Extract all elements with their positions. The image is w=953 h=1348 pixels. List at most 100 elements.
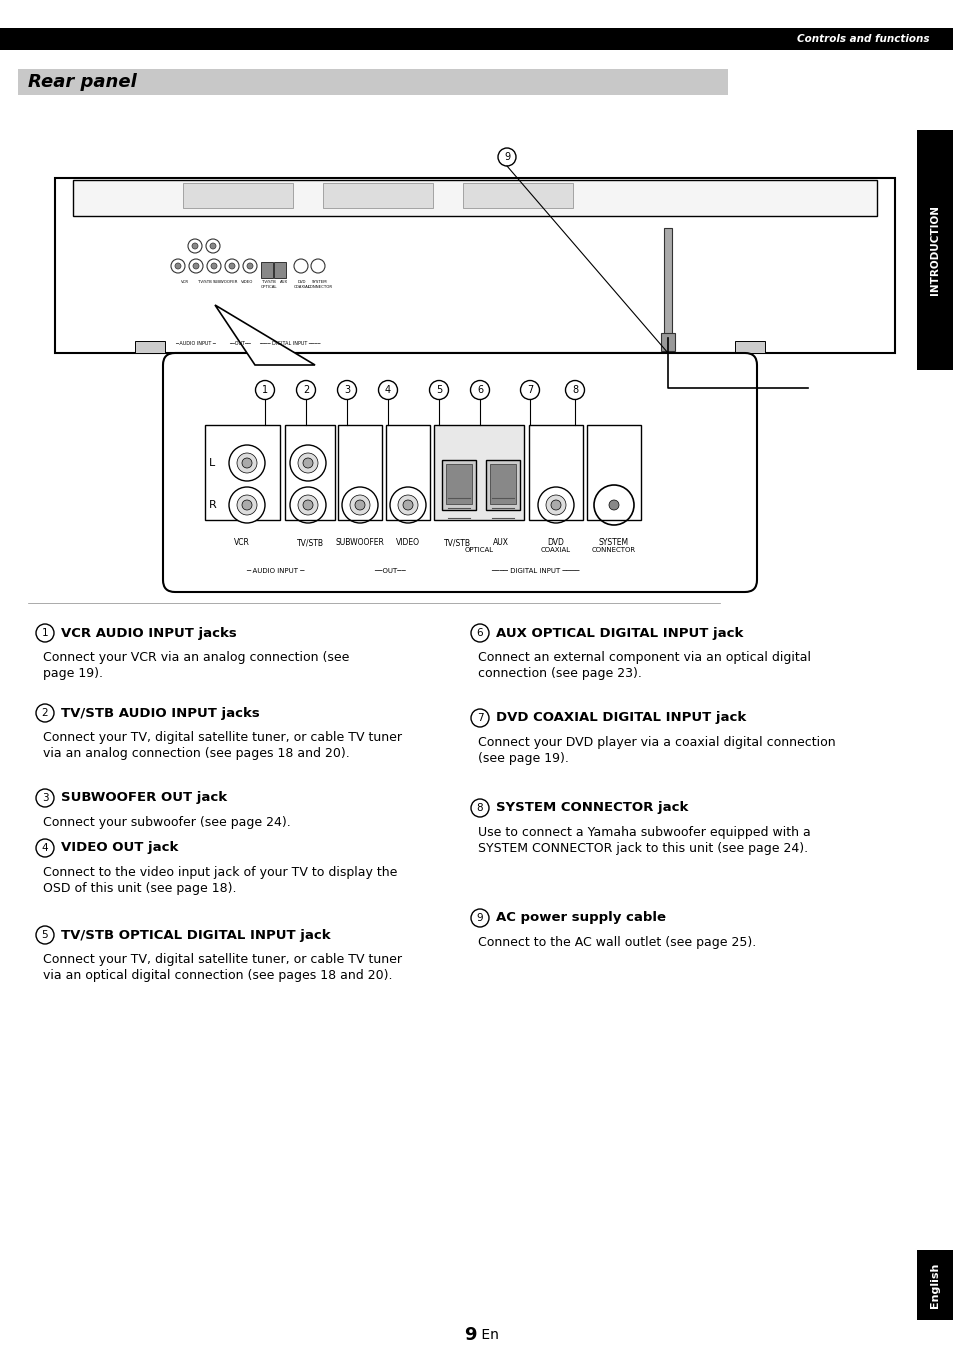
Text: 6: 6: [476, 386, 482, 395]
Circle shape: [545, 495, 565, 515]
Bar: [660, 333, 675, 350]
Bar: [205, 425, 280, 520]
Bar: [663, 228, 671, 338]
Bar: [285, 425, 335, 520]
Text: TV/STB: TV/STB: [443, 538, 470, 547]
Text: TV/STB: TV/STB: [198, 280, 212, 284]
Circle shape: [242, 500, 252, 510]
Circle shape: [297, 453, 317, 473]
Bar: [462, 183, 573, 208]
Text: 3: 3: [344, 386, 350, 395]
Bar: [446, 464, 472, 504]
Circle shape: [229, 263, 234, 270]
Circle shape: [551, 500, 560, 510]
Text: Connect to the video input jack of your TV to display the: Connect to the video input jack of your …: [43, 865, 397, 879]
Text: 5: 5: [436, 386, 441, 395]
Text: SUBWOOFER: SUBWOOFER: [335, 538, 384, 547]
Text: 5: 5: [42, 930, 49, 940]
Circle shape: [303, 458, 313, 468]
Bar: [916, 129, 953, 369]
Text: TV/STB
OPTICAL: TV/STB OPTICAL: [260, 280, 277, 288]
Text: DVD: DVD: [547, 538, 564, 547]
Circle shape: [290, 445, 326, 481]
Text: VIDEO: VIDEO: [240, 280, 253, 284]
Text: Connect your TV, digital satellite tuner, or cable TV tuner: Connect your TV, digital satellite tuner…: [43, 953, 401, 967]
Bar: [183, 183, 293, 208]
Text: 1: 1: [262, 386, 268, 395]
Text: VIDEO: VIDEO: [395, 538, 419, 547]
Bar: [916, 1250, 953, 1320]
Text: 7: 7: [476, 713, 483, 723]
Text: 9: 9: [464, 1326, 476, 1344]
Circle shape: [303, 500, 313, 510]
Text: SYSTEM CONNECTOR jack to this unit (see page 24).: SYSTEM CONNECTOR jack to this unit (see …: [477, 842, 807, 855]
Bar: [337, 425, 381, 520]
Text: VCR: VCR: [181, 280, 189, 284]
Text: 6: 6: [476, 628, 483, 638]
Text: Connect your TV, digital satellite tuner, or cable TV tuner: Connect your TV, digital satellite tuner…: [43, 731, 401, 744]
Circle shape: [192, 243, 198, 249]
Text: ──OUT──: ──OUT──: [374, 568, 405, 574]
Bar: [485, 460, 519, 510]
Text: SYSTEM
CONNECTOR: SYSTEM CONNECTOR: [307, 280, 333, 288]
Text: ──── DIGITAL INPUT ────: ──── DIGITAL INPUT ────: [490, 568, 578, 574]
Text: Connect to the AC wall outlet (see page 25).: Connect to the AC wall outlet (see page …: [477, 936, 756, 949]
Text: DVD
COAXIAL: DVD COAXIAL: [294, 280, 310, 288]
Text: Rear panel: Rear panel: [28, 73, 136, 92]
Text: 7: 7: [526, 386, 533, 395]
Circle shape: [229, 445, 265, 481]
Text: L: L: [209, 458, 215, 468]
Bar: [529, 425, 582, 520]
Text: Connect your subwoofer (see page 24).: Connect your subwoofer (see page 24).: [43, 816, 291, 829]
Text: Controls and functions: Controls and functions: [797, 34, 929, 44]
Circle shape: [242, 458, 252, 468]
Text: OSD of this unit (see page 18).: OSD of this unit (see page 18).: [43, 882, 236, 895]
Circle shape: [211, 263, 216, 270]
Circle shape: [290, 487, 326, 523]
Text: ──── DIGITAL INPUT ────: ──── DIGITAL INPUT ────: [259, 341, 320, 346]
Text: AUX: AUX: [279, 280, 288, 284]
Text: English: English: [929, 1262, 939, 1308]
Text: SYSTEM CONNECTOR jack: SYSTEM CONNECTOR jack: [496, 802, 688, 814]
Bar: [73, 181, 876, 216]
Bar: [323, 183, 433, 208]
Text: 8: 8: [572, 386, 578, 395]
Text: TV/STB: TV/STB: [296, 538, 323, 547]
Text: En: En: [476, 1328, 498, 1343]
Text: (see page 19).: (see page 19).: [477, 752, 568, 766]
Text: COAXIAL: COAXIAL: [540, 547, 571, 553]
Text: 4: 4: [384, 386, 391, 395]
Text: CONNECTOR: CONNECTOR: [591, 547, 636, 553]
Text: Connect your VCR via an analog connection (see: Connect your VCR via an analog connectio…: [43, 651, 349, 665]
Bar: [135, 341, 165, 353]
Text: R: R: [209, 500, 216, 510]
Circle shape: [229, 487, 265, 523]
Text: AUX OPTICAL DIGITAL INPUT jack: AUX OPTICAL DIGITAL INPUT jack: [496, 627, 742, 639]
Text: Connect your DVD player via a coaxial digital connection: Connect your DVD player via a coaxial di…: [477, 736, 835, 749]
Circle shape: [537, 487, 574, 523]
Text: Connect an external component via an optical digital: Connect an external component via an opt…: [477, 651, 810, 665]
Text: VCR: VCR: [233, 538, 250, 547]
Bar: [386, 425, 430, 520]
Bar: [734, 341, 764, 353]
Circle shape: [390, 487, 426, 523]
Bar: [261, 262, 273, 278]
Text: 1: 1: [42, 628, 49, 638]
Text: 4: 4: [42, 842, 49, 853]
Circle shape: [397, 495, 417, 515]
Circle shape: [297, 495, 317, 515]
Text: 3: 3: [42, 793, 49, 803]
Text: ─ AUDIO INPUT ─: ─ AUDIO INPUT ─: [246, 568, 304, 574]
Text: 9: 9: [503, 152, 510, 162]
Bar: [441, 460, 476, 510]
Bar: [0, 28, 953, 50]
Circle shape: [174, 263, 181, 270]
Text: via an analog connection (see pages 18 and 20).: via an analog connection (see pages 18 a…: [43, 747, 350, 760]
Text: via an optical digital connection (see pages 18 and 20).: via an optical digital connection (see p…: [43, 969, 392, 981]
FancyBboxPatch shape: [163, 353, 757, 592]
Text: 8: 8: [476, 803, 483, 813]
Bar: [586, 425, 640, 520]
Text: OPTICAL: OPTICAL: [464, 547, 493, 553]
Text: AUX: AUX: [493, 538, 509, 547]
Circle shape: [350, 495, 370, 515]
